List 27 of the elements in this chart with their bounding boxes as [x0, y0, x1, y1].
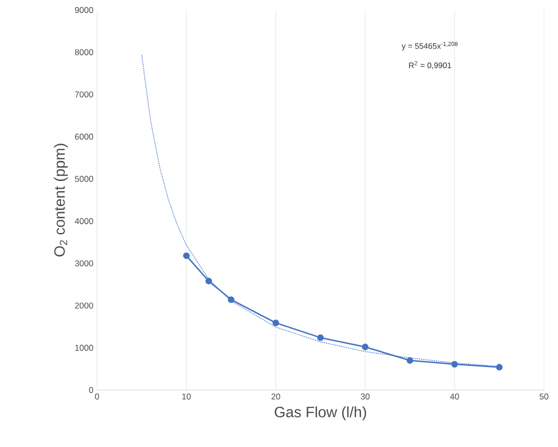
- point: [362, 344, 368, 350]
- y-tick-label: 5000: [74, 176, 94, 182]
- y-tick-label: 8000: [75, 49, 94, 56]
- point: [272, 320, 280, 326]
- y-tick-label: 3000: [74, 260, 94, 266]
- x-tick-label: 20: [272, 394, 280, 400]
- y-tick-label: 2000: [75, 302, 94, 309]
- point: [183, 252, 190, 260]
- y-tick-label: 6000: [75, 134, 94, 140]
- x-tick-label: 50: [540, 394, 548, 400]
- y-tick-label: 4000: [74, 218, 94, 224]
- point: [496, 364, 503, 370]
- x-axis-title: Gas Flow (l/h): [274, 406, 366, 420]
- x-tick-label: 10: [182, 394, 191, 400]
- x-tick-label: 40: [450, 394, 459, 400]
- y-tick-label: 0: [89, 387, 94, 393]
- point: [451, 360, 458, 368]
- y-axis-title: O$_{2}$ content (ppm): [54, 144, 68, 256]
- point: [317, 334, 324, 341]
- point: [228, 296, 234, 303]
- y-tick-label: 7000: [75, 91, 94, 98]
- point: [406, 357, 414, 364]
- x-tick-label: 30: [360, 394, 370, 400]
- point: [205, 278, 212, 284]
- y-tick-label: 9000: [75, 7, 94, 13]
- x-tick-label: 0: [94, 394, 100, 400]
- y-tick-label: 1000: [75, 344, 94, 351]
